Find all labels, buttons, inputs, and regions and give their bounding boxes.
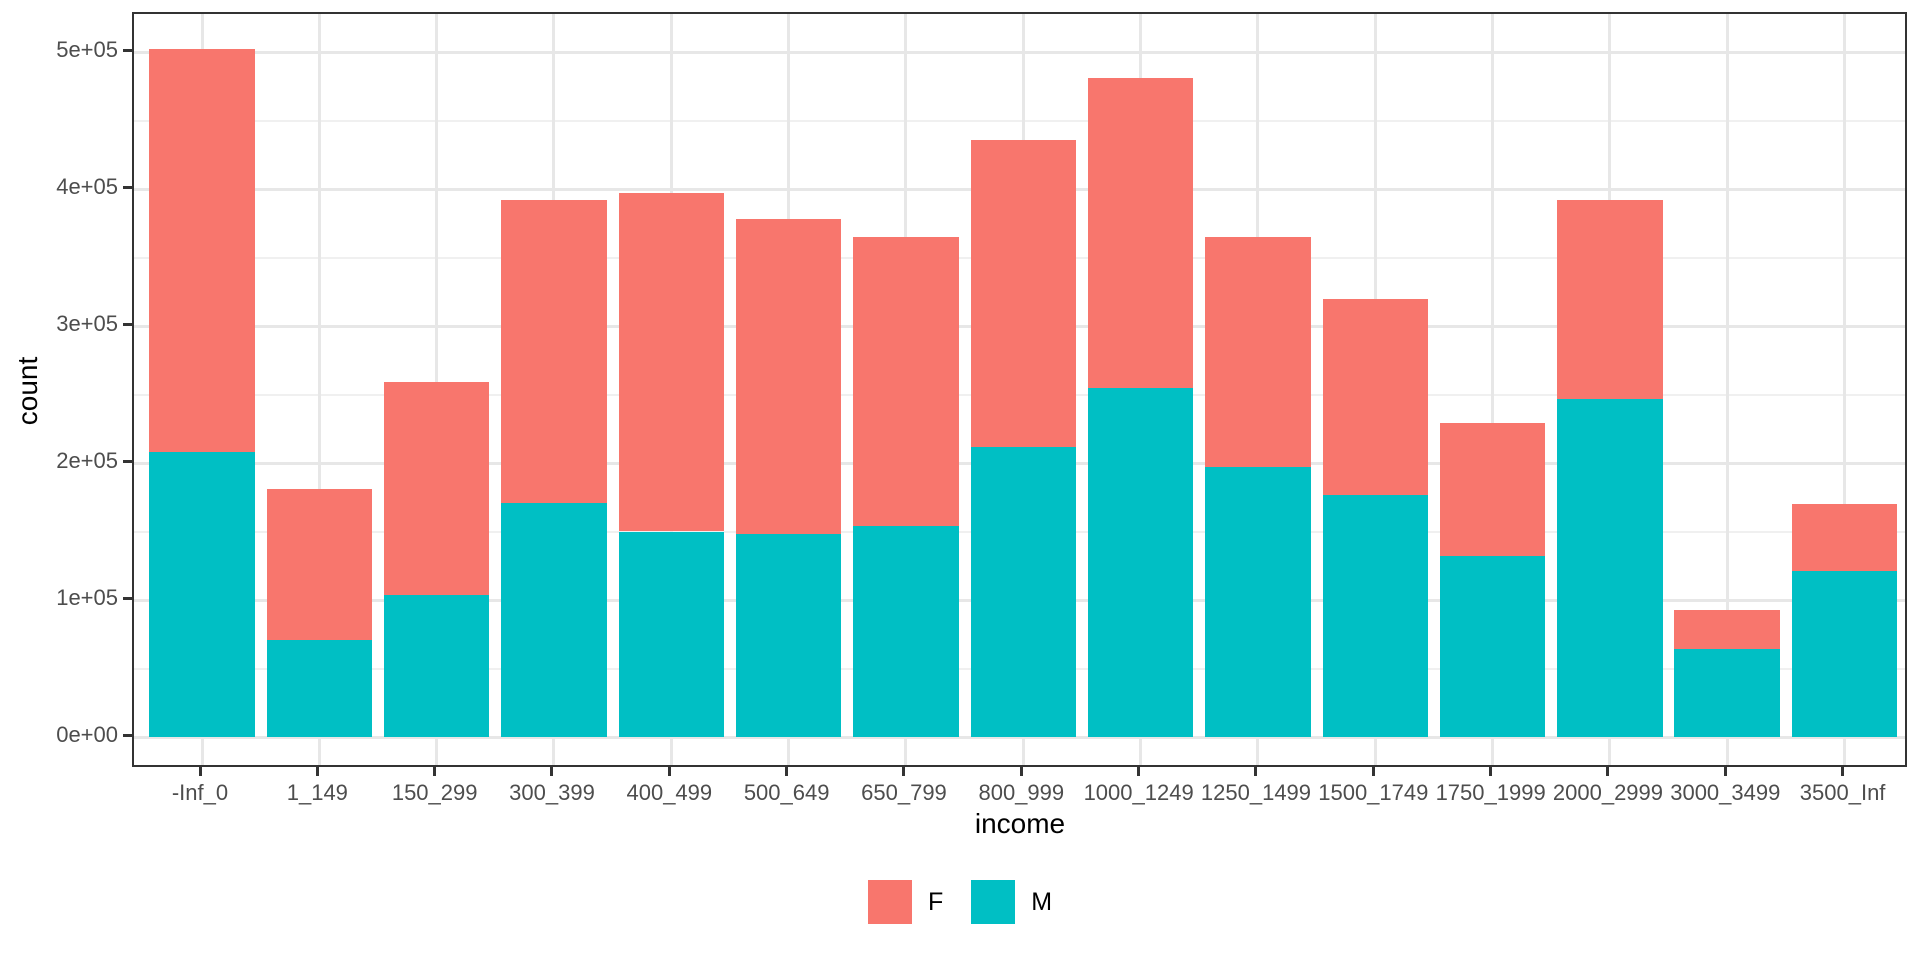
bar-segment-M-300_399 [501,502,607,737]
bar-segment-M--Inf_0 [149,452,255,737]
y-tick-mark [123,459,132,463]
bar-segment-F-150_299 [383,382,490,595]
x-tick-label-1_149: 1_149 [286,780,348,805]
x-tick-mark [1606,767,1610,776]
y-tick-label: 4e+05 [56,174,118,199]
x-tick-mark [1489,767,1493,776]
x-tick-mark [1841,767,1845,776]
x-tick-label-650_799: 650_799 [861,780,947,805]
y-tick-label: 5e+05 [56,37,118,62]
x-tick-mark [1137,767,1141,776]
bar-segment-M-400_499 [618,531,725,737]
x-axis-title: income [974,808,1066,839]
x-tick-mark [1371,767,1375,776]
y-tick-mark [123,733,132,737]
bar-segment-M-2000_2999 [1557,398,1663,737]
bar-segment-M-1250_1499 [1205,467,1311,737]
x-tick-mark [1723,767,1727,776]
bar-segment-F-1_149 [266,489,373,640]
gridline-y-major [134,50,1905,54]
bar-segment-M-1750_1999 [1439,556,1546,737]
bar-segment-F-1750_1999 [1439,423,1546,557]
bar-segment-F-2000_2999 [1557,199,1663,399]
legend-item-f: F [867,880,944,924]
x-tick-label-150_299: 150_299 [391,780,478,805]
x-tick-label-1500_1749: 1500_1749 [1318,780,1429,805]
y-tick-mark [123,185,132,189]
x-tick-mark [1254,767,1258,776]
bar-segment-F-300_399 [501,199,607,503]
y-tick-label: 2e+05 [56,448,118,473]
legend-item-m: M [971,880,1052,924]
x-tick-mark [1019,767,1023,776]
x-tick-label--Inf_0: -Inf_0 [171,780,229,805]
bar-segment-F-1000_1249 [1087,78,1194,388]
bar-segment-F--Inf_0 [149,49,255,453]
bar-segment-F-3000_3499 [1674,609,1781,650]
bar-segment-F-800_999 [970,139,1077,447]
plot-panel [132,12,1907,767]
legend-label-m: M [1031,887,1053,916]
bar-segment-M-650_799 [853,526,959,737]
gridline-x-major [1491,14,1495,765]
y-tick-label: 0e+00 [56,722,118,747]
x-tick-mark [433,767,437,776]
bar-segment-M-1000_1249 [1087,387,1194,737]
gridline-x-major [1843,14,1847,765]
bar-segment-M-1500_1749 [1322,494,1429,737]
x-tick-mark [667,767,671,776]
legend-swatch-m [971,880,1016,924]
x-tick-mark [550,767,554,776]
bar-segment-M-500_649 [735,534,842,737]
gridline-y-major [134,735,1905,739]
x-tick-label-400_499: 400_499 [626,780,713,805]
bar-segment-F-3500_Inf [1791,504,1898,572]
legend-label-f: F [927,887,944,916]
x-tick-label-3000_3499: 3000_3499 [1670,780,1781,805]
y-tick-mark [123,596,132,600]
x-tick-label-3500_Inf: 3500_Inf [1799,780,1886,805]
bar-segment-M-150_299 [383,594,490,737]
x-tick-label-500_649: 500_649 [743,780,830,805]
x-tick-mark [785,767,789,776]
x-tick-mark [198,767,202,776]
bar-segment-M-800_999 [970,446,1077,737]
y-tick-label: 3e+05 [56,311,118,336]
bar-segment-F-500_649 [735,219,842,535]
x-tick-label-300_399: 300_399 [509,780,595,805]
x-tick-mark [315,767,319,776]
bar-segment-M-3000_3499 [1674,649,1781,737]
gridline-x-major [1725,14,1729,765]
x-tick-label-1000_1249: 1000_1249 [1083,780,1194,805]
bar-segment-M-3500_Inf [1791,571,1898,737]
legend-swatch-f [867,880,912,924]
legend: F M [0,880,1920,924]
bar-segment-F-400_499 [618,193,725,532]
bar-segment-F-650_799 [853,236,959,526]
bar-segment-M-1_149 [266,639,373,737]
y-tick-label: 1e+05 [56,585,118,610]
bar-segment-F-1500_1749 [1322,298,1429,495]
x-tick-mark [902,767,906,776]
x-tick-label-800_999: 800_999 [978,780,1065,805]
y-tick-mark [123,322,132,326]
x-tick-label-1750_1999: 1750_1999 [1435,780,1546,805]
y-tick-mark [123,48,132,52]
x-tick-label-1250_1499: 1250_1499 [1200,780,1312,805]
x-tick-label-2000_2999: 2000_2999 [1552,780,1664,805]
gridline-x-major [317,14,321,765]
gridline-y-minor [134,119,1905,122]
bar-segment-F-1250_1499 [1205,236,1311,468]
